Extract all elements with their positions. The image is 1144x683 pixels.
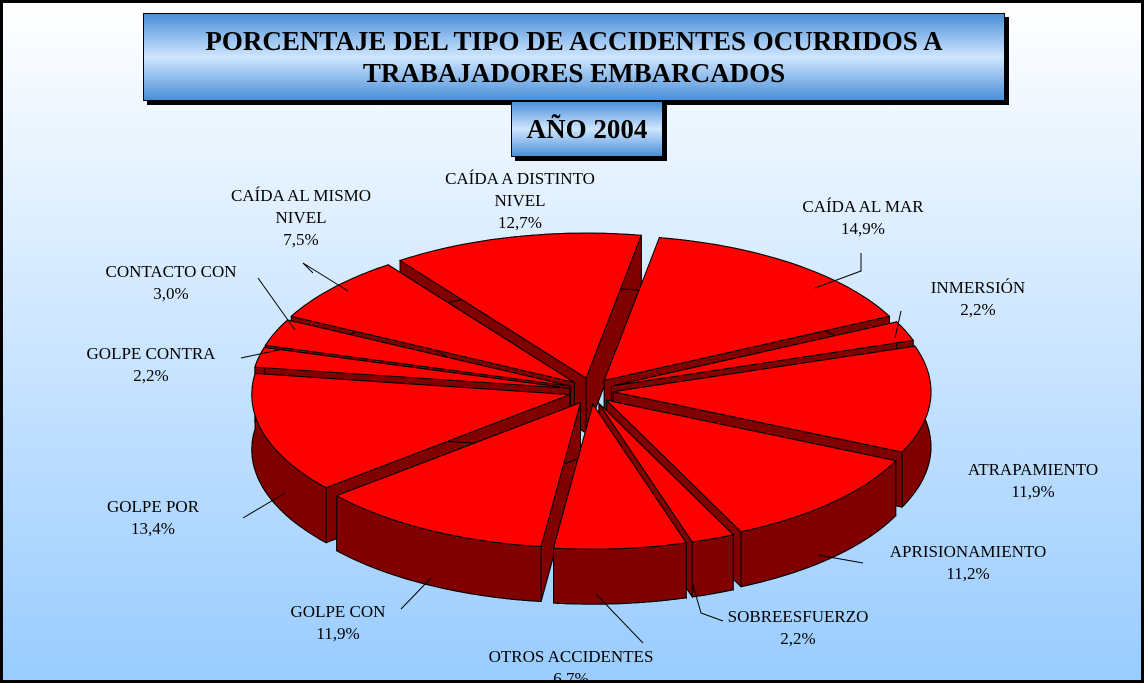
slice-label: OTROS ACCIDENTES 6,7% <box>476 646 666 683</box>
slice <box>290 264 575 383</box>
slice <box>603 237 891 382</box>
slice <box>598 402 735 543</box>
category-label: ATRAPAMIENTO <box>967 460 1099 479</box>
category-label: GOLPE CON <box>290 602 386 621</box>
leader-line <box>814 253 862 289</box>
leader-line <box>240 347 289 359</box>
slice-label: INMERSIÓN 2,2% <box>883 277 1073 321</box>
plot <box>240 232 932 644</box>
category-label: APRISIONAMIENTO <box>889 542 1047 561</box>
slice <box>335 401 582 548</box>
slice-label: CAÍDA AL MISMO NIVEL 7,5% <box>216 185 386 251</box>
slice-label: CAÍDA A DISTINTO NIVEL 12,7% <box>420 168 620 234</box>
leader-line <box>242 492 286 519</box>
value-label: 11,9% <box>1011 482 1055 501</box>
value-label: 14,9% <box>841 219 885 238</box>
slice-label: GOLPE CONTRA 2,2% <box>56 343 246 387</box>
category-label: CONTACTO CON <box>105 262 237 281</box>
value-label: 2,2% <box>780 629 816 648</box>
slice-label: CONTACTO CON 3,0% <box>76 261 266 305</box>
value-label: 12,7% <box>498 213 542 232</box>
category-label: GOLPE CONTRA <box>86 344 216 363</box>
leader-line <box>257 277 296 331</box>
slice-label: SOBREESFUERZO 2,2% <box>703 606 893 650</box>
category-label: CAÍDA AL MAR <box>802 197 924 216</box>
slice-label: GOLPE POR 13,4% <box>58 496 248 540</box>
category-label: INMERSIÓN <box>930 278 1026 297</box>
leader-line <box>595 593 644 644</box>
slice <box>254 346 570 389</box>
leader-line <box>692 584 724 622</box>
category-label: SOBREESFUERZO <box>727 607 869 626</box>
value-label: 2,2% <box>133 366 169 385</box>
category-label: CAÍDA A DISTINTO NIVEL <box>445 169 595 210</box>
slice <box>611 321 915 387</box>
leader-line <box>302 262 349 292</box>
chart-subtitle: AÑO 2004 <box>511 101 663 157</box>
value-label: 2,2% <box>960 300 996 319</box>
value-label: 11,2% <box>946 564 990 583</box>
slice-label: APRISIONAMIENTO 11,2% <box>873 541 1063 585</box>
value-label: 11,9% <box>316 624 360 643</box>
slice-side <box>691 534 734 598</box>
slice-label: ATRAPAMIENTO 11,9% <box>938 459 1128 503</box>
leader-line <box>400 577 432 610</box>
slice <box>398 232 643 379</box>
slice <box>251 372 570 489</box>
value-label: 7,5% <box>283 230 319 249</box>
slice <box>264 319 571 387</box>
value-label: 3,0% <box>153 284 189 303</box>
slice-label: CAÍDA AL MAR 14,9% <box>768 196 958 240</box>
leader-line <box>817 554 864 564</box>
leader-line <box>894 310 902 339</box>
slice-side <box>553 542 687 605</box>
category-label: GOLPE POR <box>106 497 200 516</box>
category-label: CAÍDA AL MISMO NIVEL <box>230 186 372 227</box>
value-label: 13,4% <box>131 519 175 538</box>
slice <box>552 403 688 550</box>
value-label: 6,7% <box>553 669 589 683</box>
chart-title: PORCENTAJE DEL TIPO DE ACCIDENTES OCURRI… <box>143 13 1005 101</box>
slice <box>605 399 897 533</box>
category-label: OTROS ACCIDENTES <box>488 647 654 666</box>
slice-label: GOLPE CON 11,9% <box>243 601 433 645</box>
slice <box>612 345 932 453</box>
